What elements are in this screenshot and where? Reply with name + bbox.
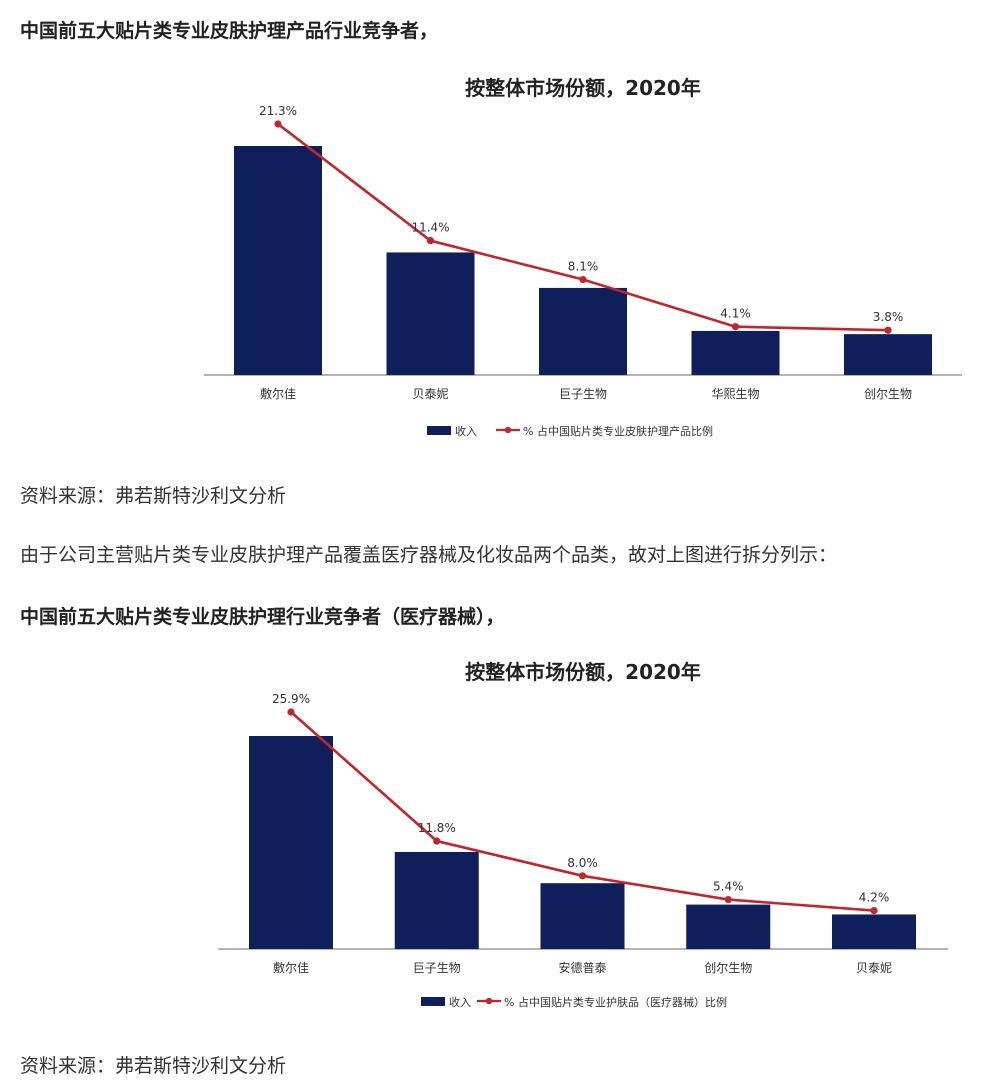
data-label: 8.1% xyxy=(568,260,599,274)
share-chart-medical-device: 按整体市场份额，2020年 25.9% 11.8% 8.0% 5.4% 4.2% 敷尔佳… xyxy=(218,660,948,1009)
section-heading: 中国前五大贴片类专业皮肤护理行业竞争者（医疗器械）， xyxy=(20,606,505,628)
chart-title: 按整体市场份额，2020年 xyxy=(465,660,701,684)
category-label: 创尔生物 xyxy=(704,960,752,975)
category-label: 贝泰妮 xyxy=(856,961,892,975)
legend: 收入 % 占中国贴片类专业护肤品（医疗器械）比例 xyxy=(421,995,727,1009)
category-label: 华熙生物 xyxy=(711,387,759,401)
legend-bar-swatch xyxy=(427,426,451,435)
share-chart-overall: 按整体市场份额，2020年 21.3% 11.4% 8.1% 4.1% 3.8% 敷尔佳… xyxy=(204,76,962,438)
category-label: 贝泰妮 xyxy=(412,387,448,401)
source-note: 资料来源：弗若斯特沙利文分析 xyxy=(20,1055,287,1077)
trend-point xyxy=(426,237,435,245)
legend-line-label: % 占中国贴片类专业护肤品（医疗器械）比例 xyxy=(504,995,727,1009)
data-label: 11.8% xyxy=(418,821,456,835)
data-label: 3.8% xyxy=(873,310,904,324)
category-label: 敷尔佳 xyxy=(273,960,309,975)
legend-line-label: % 占中国贴片类专业皮肤护理产品比例 xyxy=(523,424,713,438)
trend-point xyxy=(731,323,740,331)
bar xyxy=(539,287,627,375)
data-label: 8.0% xyxy=(567,856,598,870)
trend-point xyxy=(724,895,732,904)
data-label: 11.4% xyxy=(411,221,449,235)
trend-point xyxy=(274,120,282,128)
legend-bar-label: 收入 xyxy=(455,424,477,438)
legend: 收入 % 占中国贴片类专业皮肤护理产品比例 xyxy=(427,424,713,438)
bar xyxy=(540,883,625,949)
category-label: 创尔生物 xyxy=(864,386,912,401)
bar xyxy=(691,330,780,375)
bar xyxy=(386,252,475,375)
legend-bar-label: 收入 xyxy=(449,995,471,1009)
bar xyxy=(394,851,479,949)
data-label: 21.3% xyxy=(259,104,297,118)
trend-point xyxy=(433,837,441,845)
category-label: 敷尔佳 xyxy=(260,386,296,401)
category-label: 巨子生物 xyxy=(559,387,607,401)
bar xyxy=(249,736,333,949)
data-label: 25.9% xyxy=(272,692,310,706)
trend-line xyxy=(290,711,875,912)
body-paragraph: 由于公司主营贴片类专业皮肤护理产品覆盖医疗器械及化妆品两个品类，故对上图进行拆分… xyxy=(20,544,838,566)
trend-point xyxy=(287,708,295,716)
bar xyxy=(686,904,771,949)
legend-line-marker xyxy=(485,997,493,1005)
trend-point xyxy=(578,872,587,880)
data-label: 4.1% xyxy=(720,307,751,321)
bar xyxy=(234,146,322,375)
category-label: 巨子生物 xyxy=(413,961,461,975)
bar xyxy=(844,334,932,375)
category-label: 安德普泰 xyxy=(558,960,606,975)
trend-point xyxy=(870,906,878,915)
data-label: 4.2% xyxy=(859,891,890,905)
chart-title: 按整体市场份额，2020年 xyxy=(465,76,701,100)
trend-point xyxy=(579,275,587,284)
legend-line-marker xyxy=(504,426,512,434)
source-note: 资料来源：弗若斯特沙利文分析 xyxy=(20,485,287,507)
section-heading: 中国前五大贴片类专业皮肤护理产品行业竞争者， xyxy=(20,20,439,42)
legend-bar-swatch xyxy=(421,997,445,1006)
bar xyxy=(832,914,916,949)
data-label: 5.4% xyxy=(713,880,744,894)
trend-point xyxy=(884,326,892,334)
